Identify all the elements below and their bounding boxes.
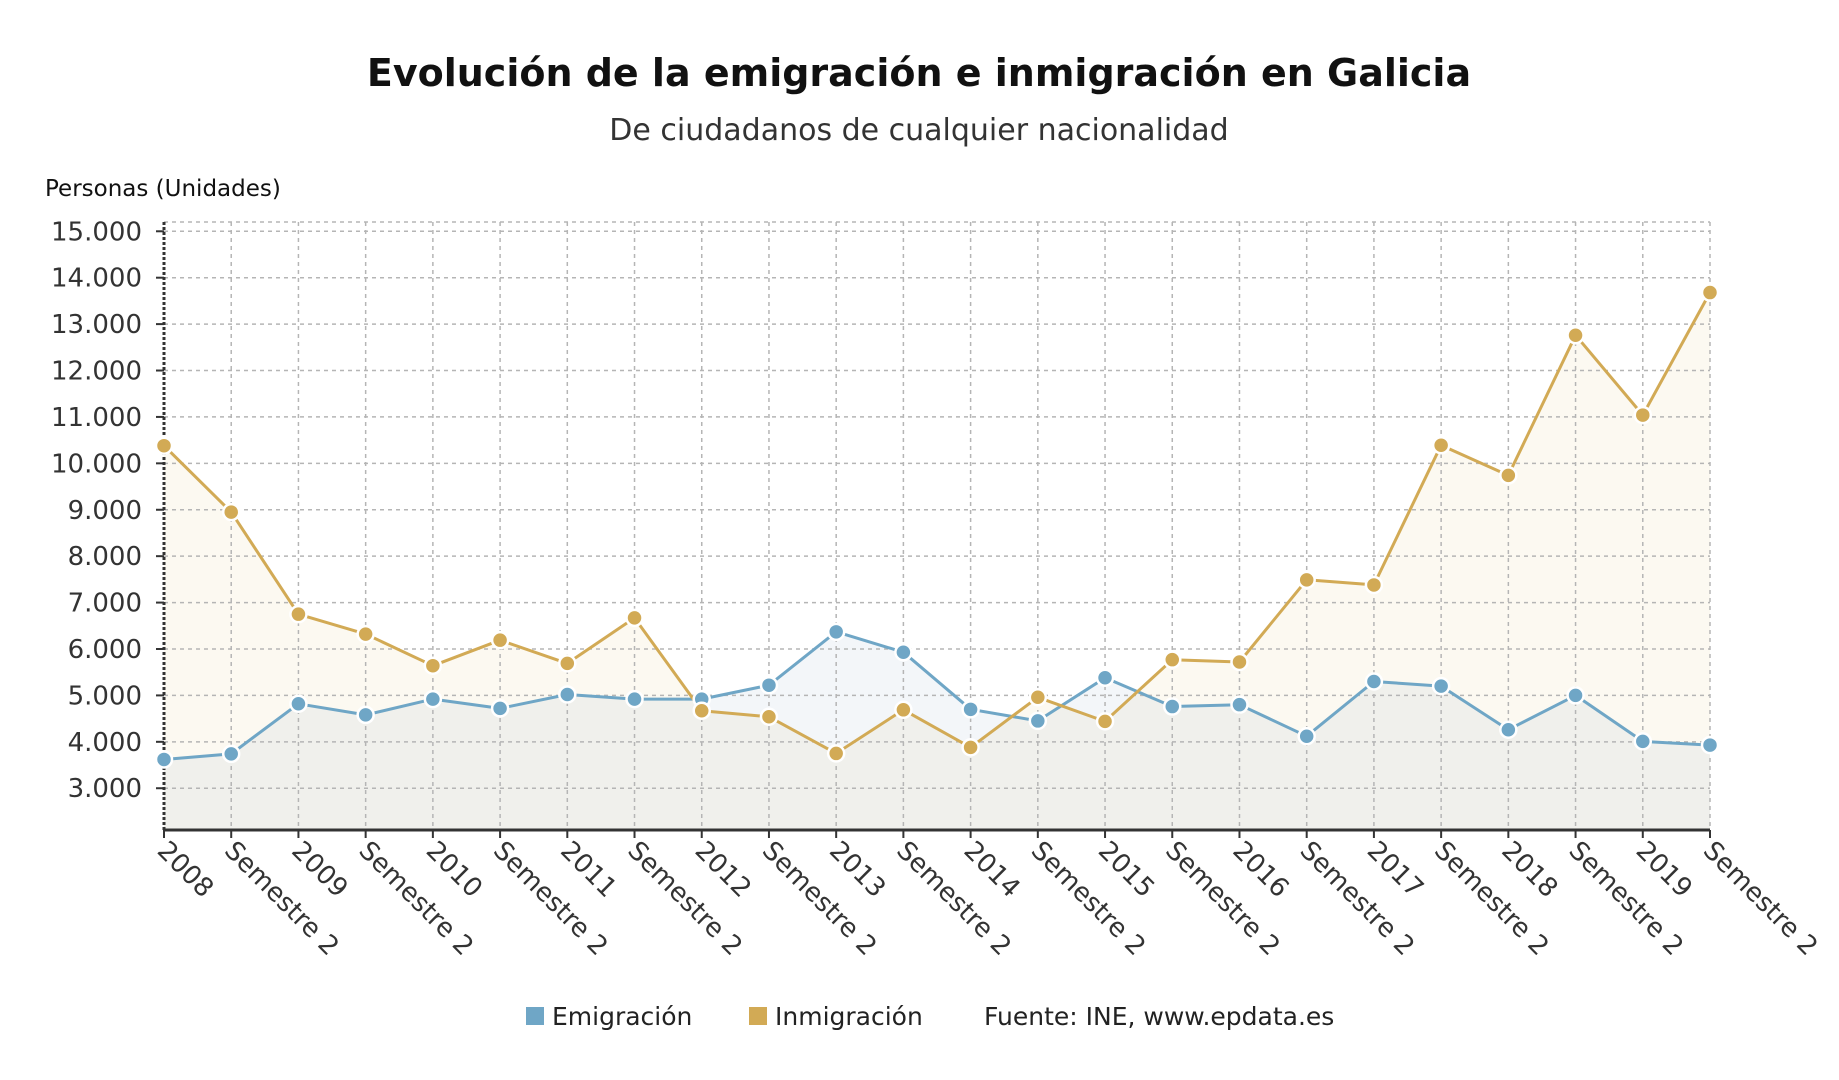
x-tick-label: 2008 bbox=[151, 836, 219, 904]
data-point-1 bbox=[221, 502, 241, 522]
area-0 bbox=[164, 631, 1710, 830]
data-point-1 bbox=[490, 630, 510, 650]
data-point-0 bbox=[221, 744, 241, 764]
data-point-0 bbox=[1095, 668, 1115, 688]
data-point-1 bbox=[1163, 650, 1182, 669]
data-point-0 bbox=[558, 685, 577, 704]
y-tick-label: 7.000 bbox=[68, 589, 142, 619]
y-tick-label: 3.000 bbox=[68, 774, 142, 804]
y-tick-label: 4.000 bbox=[68, 728, 142, 758]
data-point-0 bbox=[356, 705, 375, 725]
data-point-0 bbox=[1028, 711, 1048, 731]
series-line-0 bbox=[163, 630, 1711, 761]
data-point-1 bbox=[289, 604, 308, 624]
data-point-1 bbox=[759, 707, 779, 727]
y-tick-label: 15.000 bbox=[51, 217, 142, 247]
data-point-0 bbox=[1700, 735, 1720, 755]
data-point-1 bbox=[1499, 466, 1518, 485]
series-lines bbox=[162, 291, 1712, 761]
legend-label-emigracion: Emigración bbox=[552, 1002, 692, 1031]
grid-lines bbox=[164, 221, 1711, 830]
y-tick-labels: 3.000 4.000 5.000 6.000 7.000 8.000 9.000 10.00… bbox=[51, 217, 142, 804]
series-areas bbox=[164, 292, 1710, 830]
y-tick-label: 5.000 bbox=[68, 681, 142, 711]
series-points bbox=[154, 283, 1720, 769]
data-point-0 bbox=[1364, 672, 1384, 691]
data-point-0 bbox=[1633, 732, 1653, 751]
data-point-0 bbox=[490, 699, 510, 718]
x-tick-label: Semestre 2 bbox=[1697, 836, 1823, 962]
data-point-1 bbox=[1095, 712, 1115, 731]
data-point-0 bbox=[1499, 720, 1518, 739]
y-tick-label: 12.000 bbox=[51, 357, 142, 387]
data-point-1 bbox=[558, 654, 577, 673]
data-point-1 bbox=[1633, 405, 1653, 425]
axes bbox=[156, 222, 1711, 838]
data-point-1 bbox=[1028, 688, 1048, 707]
series-line-1 bbox=[162, 291, 1712, 755]
data-point-1 bbox=[894, 700, 913, 720]
data-point-1 bbox=[1230, 652, 1249, 672]
legend-swatch-emigracion bbox=[526, 1007, 544, 1025]
data-point-0 bbox=[1163, 697, 1182, 716]
data-point-0 bbox=[1431, 676, 1451, 696]
data-point-0 bbox=[894, 642, 913, 662]
legend-swatch-inmigracion bbox=[749, 1007, 767, 1025]
data-point-1 bbox=[1297, 570, 1316, 590]
data-point-0 bbox=[154, 750, 174, 769]
data-point-1 bbox=[961, 738, 980, 757]
data-point-1 bbox=[356, 624, 375, 644]
data-point-1 bbox=[692, 701, 711, 720]
data-point-1 bbox=[625, 608, 644, 628]
y-tick-label: 10.000 bbox=[51, 449, 142, 479]
y-tick-label: 6.000 bbox=[68, 635, 142, 665]
data-point-0 bbox=[423, 689, 443, 709]
legend: Emigración Inmigración Fuente: INE, www.… bbox=[526, 1002, 1334, 1031]
data-point-1 bbox=[1700, 283, 1720, 302]
y-tick-label: 14.000 bbox=[51, 264, 142, 294]
data-point-1 bbox=[1431, 435, 1451, 455]
data-point-0 bbox=[1297, 726, 1316, 746]
data-point-0 bbox=[826, 622, 846, 642]
chart-title: Evolución de la emigración e inmigración… bbox=[367, 51, 1471, 95]
y-tick-label: 8.000 bbox=[68, 542, 142, 572]
data-point-0 bbox=[1230, 695, 1249, 714]
data-point-0 bbox=[289, 694, 308, 714]
data-point-0 bbox=[759, 675, 779, 695]
y-tick-label: 11.000 bbox=[51, 403, 142, 433]
data-point-0 bbox=[1566, 686, 1585, 705]
y-axis-label: Personas (Unidades) bbox=[45, 176, 281, 202]
legend-label-inmigracion: Inmigración bbox=[775, 1002, 923, 1031]
data-point-1 bbox=[423, 656, 443, 675]
y-tick-label: 13.000 bbox=[51, 310, 142, 340]
data-point-1 bbox=[1364, 575, 1384, 595]
data-point-1 bbox=[826, 744, 846, 763]
data-point-0 bbox=[961, 700, 980, 719]
data-point-1 bbox=[1566, 325, 1585, 345]
data-point-0 bbox=[625, 689, 644, 709]
data-point-1 bbox=[154, 436, 174, 455]
chart-subtitle: De ciudadanos de cualquier nacionalidad bbox=[609, 113, 1228, 148]
y-tick-label: 9.000 bbox=[68, 496, 142, 526]
source-note: Fuente: INE, www.epdata.es bbox=[984, 1002, 1334, 1031]
